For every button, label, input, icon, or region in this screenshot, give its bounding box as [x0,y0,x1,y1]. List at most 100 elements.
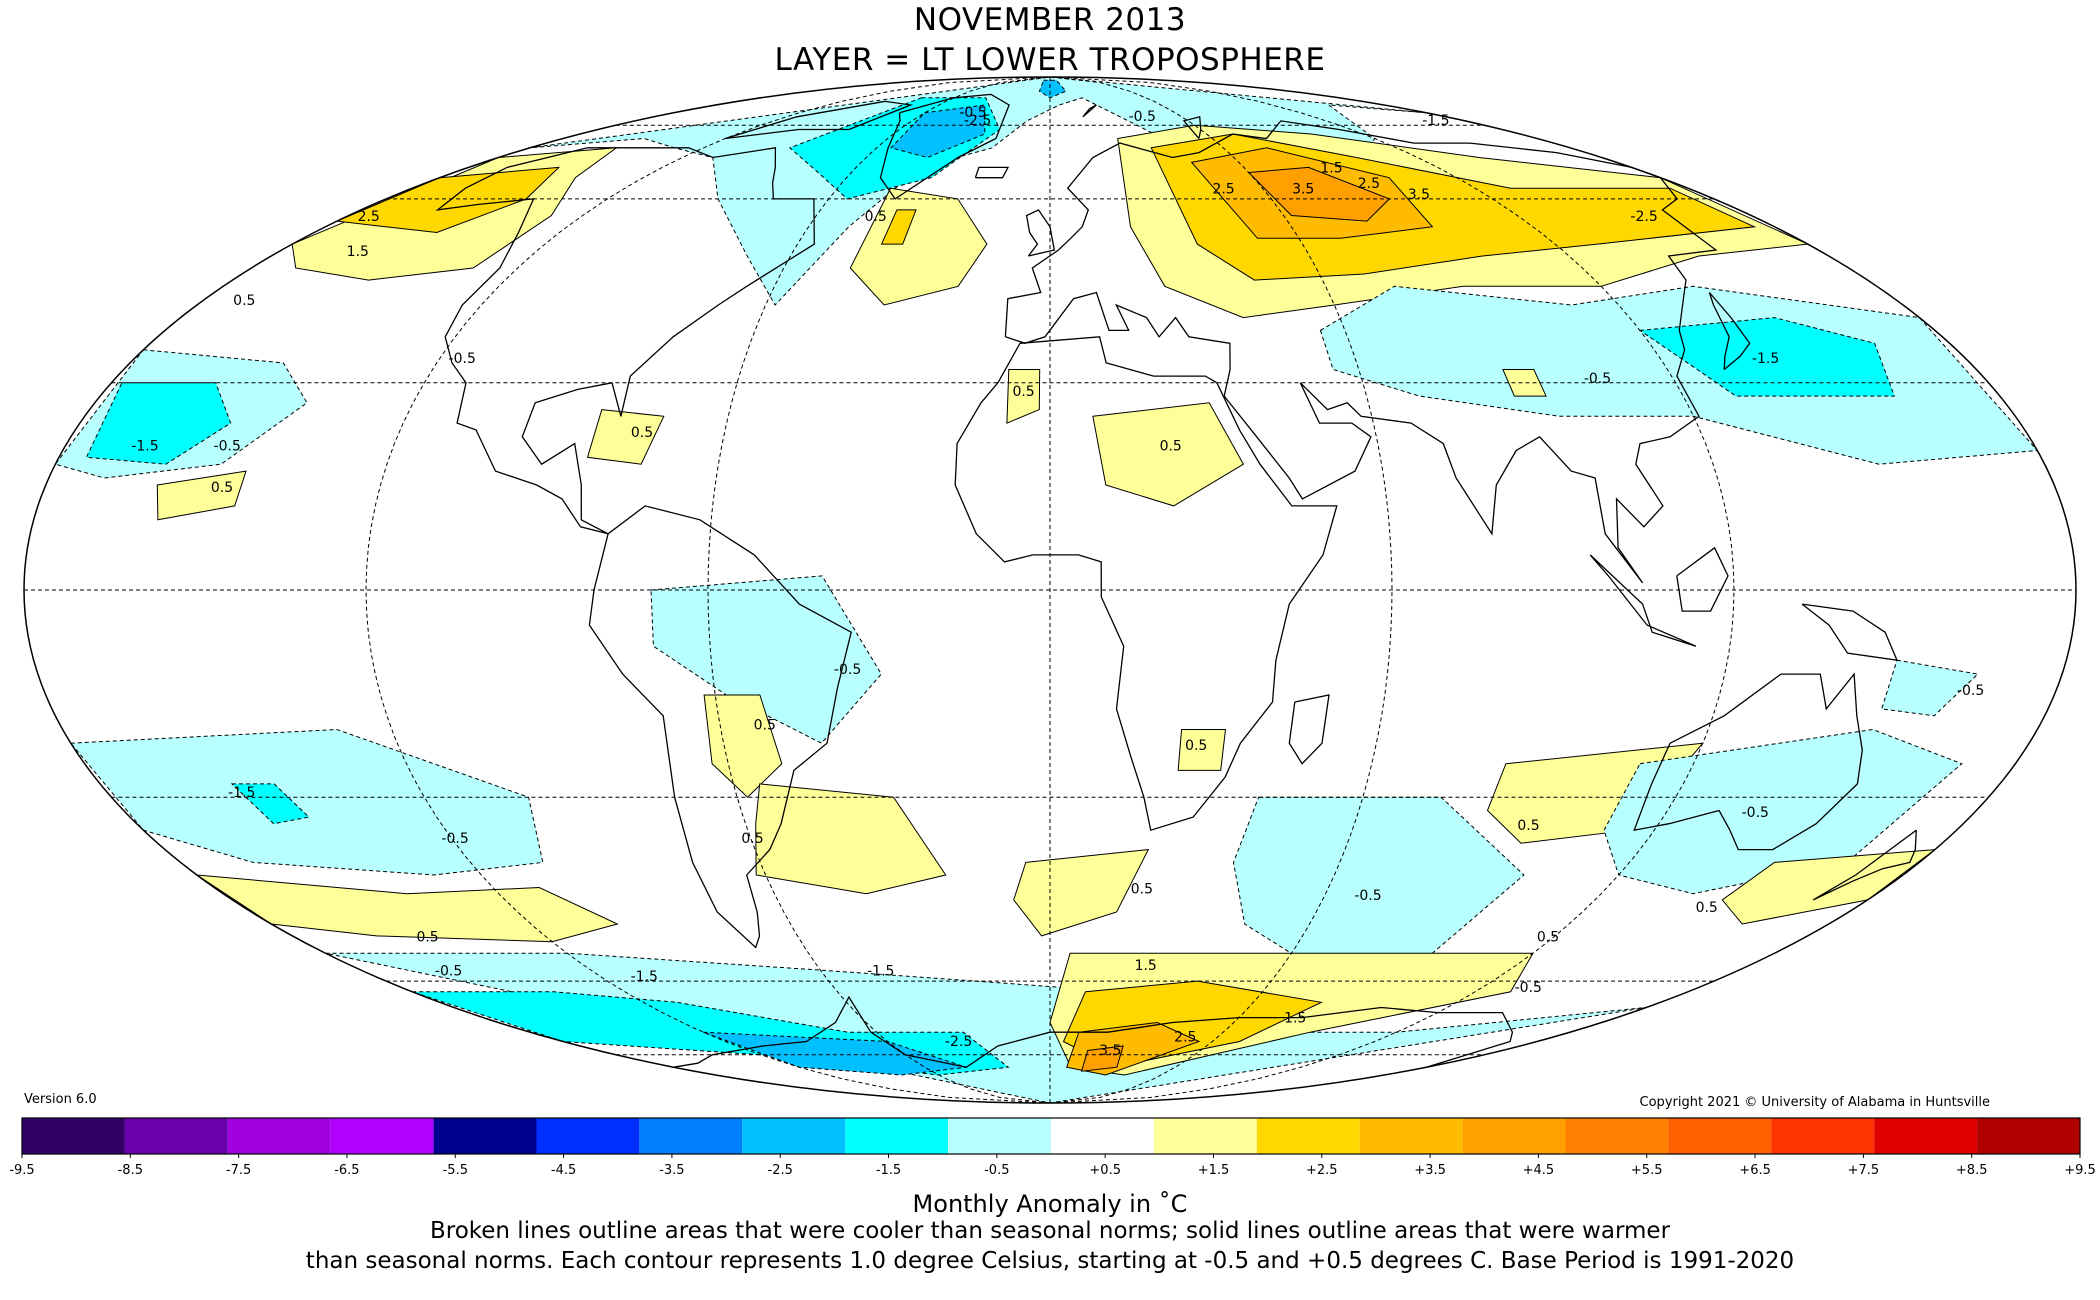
contour-label: -1.5 [1422,113,1449,129]
contour-label: 0.5 [1537,930,1559,946]
contour-label: -0.5 [214,439,241,455]
contour-label: 2.5 [1174,1030,1196,1046]
colorbar-tick-label: +2.5 [1306,1163,1338,1178]
contour-label: 3.5 [1099,1043,1121,1059]
contour-label: -0.5 [959,105,986,121]
note-line-2: than seasonal norms. Each contour repres… [305,1248,1795,1274]
contour-label: 0.5 [211,480,233,496]
contour-label: -0.5 [441,831,468,847]
anomaly-region [703,694,783,798]
colorbar-bin [639,1118,743,1154]
colorbar-tick-label: -9.5 [9,1163,34,1178]
map-fill-group [24,77,2076,1103]
anomaly-region [196,874,619,943]
coastline [673,995,1514,1068]
longitude-line [1049,77,1735,1103]
contour-label: 2.5 [358,209,380,225]
colorbar-bin [1153,1118,1257,1154]
contour-label: -1.5 [1752,351,1779,367]
colorbar-tick-label: -6.5 [334,1163,359,1178]
colorbar-frame [21,1117,2081,1155]
colorbar-tick-label: +7.5 [1848,1163,1880,1178]
colorbar-tick-label: -1.5 [876,1163,901,1178]
colorbar-tick-label: +0.5 [1089,1163,1121,1178]
contour-label: 0.5 [631,425,653,441]
coastline [725,100,914,140]
copyright-label: Copyright 2021 © University of Alabama i… [1639,1095,1990,1110]
contour-label: -0.5 [1584,371,1611,387]
anomaly-regions [54,77,2039,1103]
anomaly-map: 2.51.50.5-1.5 -0.50.5-0.50.50.5-0.5-2.50.… [23,76,2077,1104]
contour-label: 3.5 [1292,182,1314,198]
coastline [1004,120,1718,584]
coastline [1812,829,1917,901]
contour-labels: 2.51.50.5-1.5 -0.50.5-0.50.50.5-0.5-2.50.… [131,105,1984,1059]
contour-label: 0.5 [233,293,255,309]
anomaly-region [85,382,232,465]
contour-label: 0.5 [1696,900,1718,916]
contour-label: -0.5 [1354,888,1381,904]
contour-label: -2.5 [964,113,991,129]
coastline [1025,209,1056,257]
anomaly-region [1881,659,1979,717]
anomaly-region [890,104,986,159]
coastline [879,93,1010,200]
colorbar-tick-label: +8.5 [1956,1163,1988,1178]
coastline [435,147,815,535]
colorbar-bin [330,1118,434,1154]
anomaly-region [849,187,988,306]
colorbar-bin [1977,1118,2080,1154]
colorbar-bin [124,1118,228,1154]
colorbar-ticks: -9.5 -8.5 -7.5 -6.5 -5.5 -4.5 -3.5 -2.5 -1.5 -0.5… [9,1154,2096,1178]
contour-label: 0.5 [1517,818,1539,834]
colorbar-tick-label: -7.5 [226,1163,251,1178]
contour-label: 1.5 [1135,958,1157,974]
colorbar-bin [536,1118,640,1154]
anomaly-region [1638,317,1896,397]
anomaly-region [1502,369,1547,397]
anomaly-region [755,783,947,895]
contour-label: 0.5 [754,718,776,734]
contour-label: 1.5 [1320,161,1342,177]
anomaly-region [1319,285,2039,465]
contour-label: 1.5 [347,244,369,260]
anomaly-region [1232,796,1525,971]
anomaly-region [156,470,247,521]
contour-label: 1.5 [1284,1011,1306,1027]
anomaly-region [1038,79,1067,99]
anomaly-region [880,209,917,245]
anomaly-region [586,409,665,465]
coastline [1633,672,1863,851]
colorbar-tick-label: +1.5 [1198,1163,1230,1178]
coastline [1708,292,1751,371]
contour-label: -0.5 [1129,109,1156,125]
coastline [1288,694,1330,765]
colorbar-bin [1565,1118,1669,1154]
contour-label: -0.5 [1742,805,1769,821]
contour-label: -0.5 [834,662,861,678]
colorbar-bin [1051,1118,1154,1154]
contour-label: 0.5 [865,209,887,225]
contour-label: 0.5 [1160,439,1182,455]
longitude-line [365,77,1051,1103]
anomaly-region [1080,1045,1124,1072]
note-line-1: Broken lines outline areas that were coo… [429,1218,1671,1244]
colorbar-tick-label: -5.5 [443,1163,468,1178]
coastlines [435,93,1917,1068]
longitude-line [707,77,1051,1103]
colorbar-tick-label: -0.5 [984,1163,1009,1178]
contour-label: -0.5 [1515,980,1542,996]
units-caption: Monthly Anomaly in ˚C [912,1190,1188,1218]
colorbar-bin [1359,1118,1463,1154]
anomaly-region [69,728,544,876]
contour-label: -1.5 [131,439,158,455]
anomaly-region [1177,729,1227,771]
anomaly-region [1721,848,1937,925]
contour-label: -1.5 [228,785,255,801]
colorbar-bin [1256,1118,1360,1154]
contour-label: 0.5 [416,930,438,946]
colorbar-tick-label: +4.5 [1523,1163,1555,1178]
coastline [974,166,1010,179]
colorbar-bin [1668,1118,1772,1154]
version-label: Version 6.0 [24,1092,97,1107]
